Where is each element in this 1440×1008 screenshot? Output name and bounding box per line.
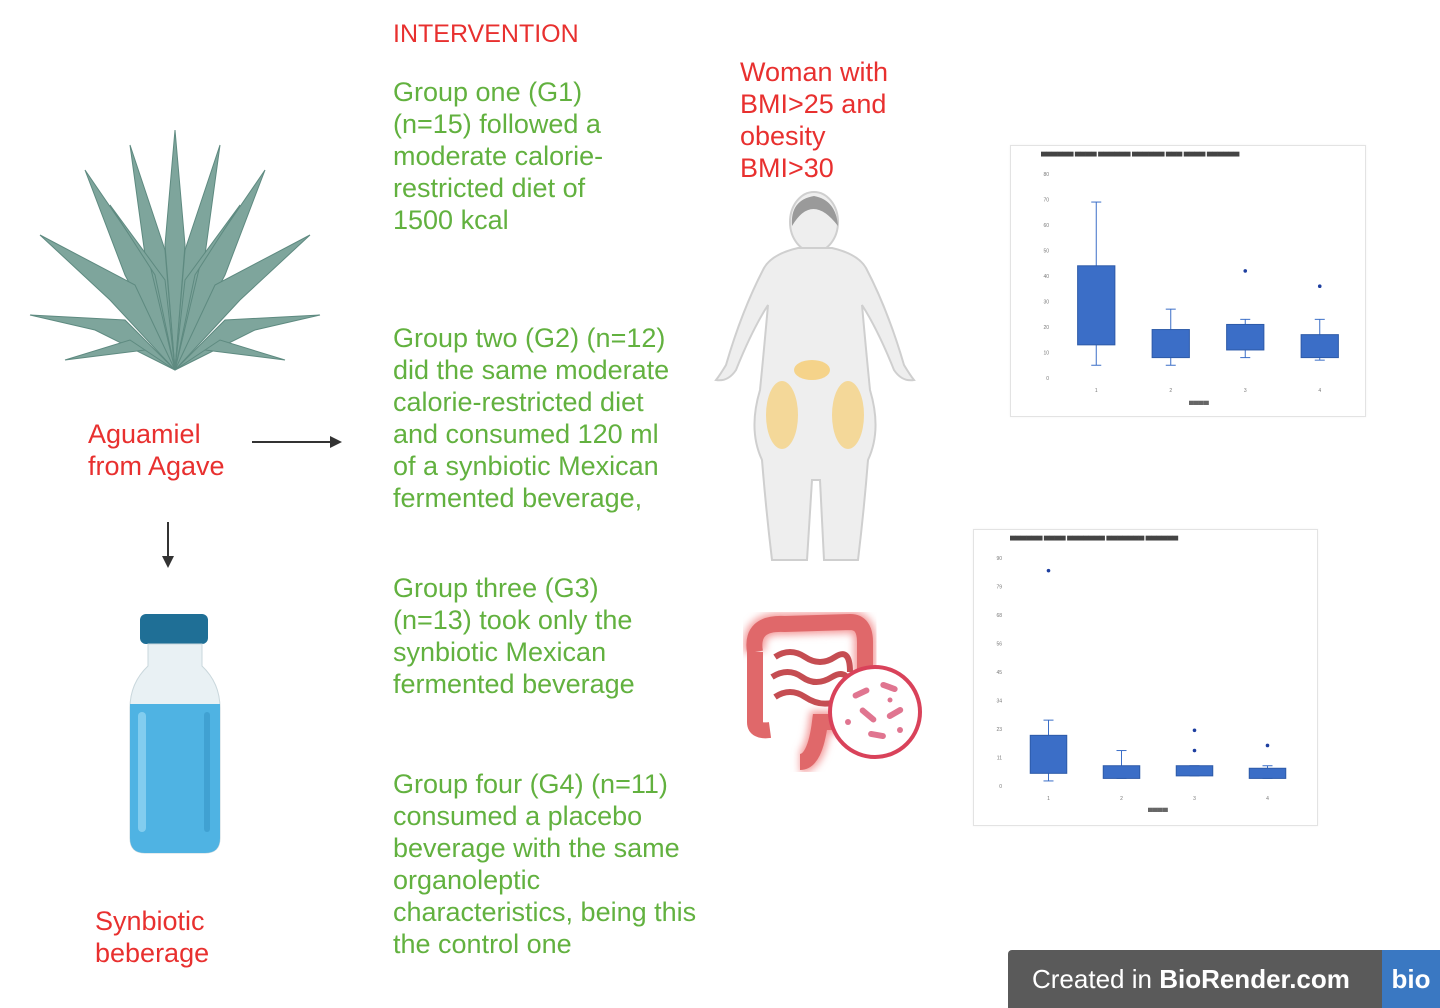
y-tick-label: 23: [996, 727, 1002, 733]
chart-box-1: ▀▀▀▀▀▀ ▀▀▀▀ ▀▀▀▀▀▀ ▀▀▀▀▀▀ ▀▀▀ ▀▀▀▀ ▀▀▀▀▀…: [1010, 145, 1366, 417]
y-tick-label: 0: [999, 784, 1002, 790]
y-tick-label: 10: [1043, 351, 1049, 357]
y-tick-label: 56: [996, 642, 1002, 648]
arrow-right: [252, 441, 332, 443]
woman-body-icon: [714, 191, 916, 561]
box-2: [1151, 329, 1190, 359]
y-tick-label: 70: [1043, 198, 1049, 204]
created-prefix: Created in: [1032, 964, 1160, 994]
x-tick-label: 1: [1047, 796, 1050, 802]
chart-2-title: ▀▀▀▀▀▀ ▀▀▀▀ ▀▀▀▀▀▀▀ ▀▀▀▀▀▀▀ ▀▀▀▀▀▀: [1010, 536, 1178, 545]
chart-box-2: ▀▀▀▀▀▀ ▀▀▀▀ ▀▀▀▀▀▀▀ ▀▀▀▀▀▀▀ ▀▀▀▀▀▀ 0 11 23…: [973, 529, 1318, 826]
arrow-down: [167, 522, 169, 558]
y-tick-label: 60: [1043, 223, 1049, 229]
x-tick-label: 1: [1095, 388, 1098, 394]
chart-1-svg: 0 10 20 30 40 50 60 70 80 1 2 3 4: [1043, 172, 1339, 394]
box-1: [1029, 734, 1068, 774]
y-tick-label: 80: [1043, 172, 1049, 178]
group-one-text: Group one (G1) (n=15) followed a moderat…: [393, 77, 604, 235]
outlier-point: [1046, 568, 1051, 573]
y-tick-label: 11: [997, 756, 1002, 762]
y-tick-label: 50: [1043, 249, 1049, 255]
x-tick-label: 3: [1244, 388, 1247, 394]
x-tick-label: 4: [1318, 388, 1321, 394]
y-tick-label: 34: [996, 699, 1002, 705]
beverage-label: Synbiotic beberage: [95, 906, 210, 968]
y-tick-label: 0: [1046, 376, 1049, 382]
box-1: [1077, 265, 1116, 346]
x-tick-label: 2: [1169, 388, 1172, 394]
y-tick-label: 90: [996, 556, 1002, 562]
bottle-icon: [129, 614, 221, 854]
arrow-right-head: [330, 436, 342, 448]
intervention-heading: INTERVENTION: [393, 20, 579, 48]
woman-label: Woman with BMI>25 and obesity BMI>30: [740, 57, 889, 183]
gut-microbiota-icon: [743, 612, 922, 772]
box-2: [1102, 765, 1141, 779]
box-3: [1175, 765, 1214, 777]
chart-1-title: ▀▀▀▀▀▀ ▀▀▀▀ ▀▀▀▀▀▀ ▀▀▀▀▀▀ ▀▀▀ ▀▀▀▀ ▀▀▀▀▀…: [1041, 152, 1240, 161]
group-two-text: Group two (G2) (n=12) did the same moder…: [393, 323, 670, 513]
outlier-point: [1265, 743, 1270, 748]
y-tick-label: 68: [996, 613, 1002, 619]
biorender-logo-icon: bio: [1382, 950, 1440, 1008]
outlier-point: [1192, 748, 1197, 753]
y-tick-label: 30: [1043, 300, 1049, 306]
chart-2-xlabel: ▀▀▀▀: [1148, 808, 1168, 816]
arrow-down-head: [162, 556, 174, 568]
box-4: [1300, 334, 1339, 359]
chart-1-xlabel: ▀▀▀▀: [1189, 401, 1209, 409]
y-tick-label: 40: [1043, 274, 1049, 280]
box-3: [1226, 323, 1265, 351]
box-4: [1248, 767, 1287, 779]
x-tick-label: 4: [1266, 796, 1269, 802]
y-tick-label: 79: [996, 585, 1002, 591]
agave-label: Aguamiel from Agave: [88, 419, 225, 481]
y-tick-label: 45: [996, 670, 1002, 676]
group-three-text: Group three (G3) (n=13) took only the sy…: [393, 573, 635, 699]
outlier-point: [1192, 728, 1197, 733]
group-four-text: Group four (G4) (n=11) consumed a placeb…: [393, 769, 697, 959]
x-tick-label: 2: [1120, 796, 1123, 802]
biorender-badge: Created in BioRender.com bio: [1008, 950, 1440, 1008]
outlier-point: [1317, 284, 1322, 288]
x-tick-label: 3: [1193, 796, 1196, 802]
brand-name: BioRender.com: [1159, 964, 1350, 994]
outlier-point: [1243, 269, 1248, 273]
y-tick-label: 20: [1043, 325, 1049, 331]
created-in-text: Created in BioRender.com: [1032, 964, 1350, 995]
agave-plant-icon: [29, 129, 321, 371]
